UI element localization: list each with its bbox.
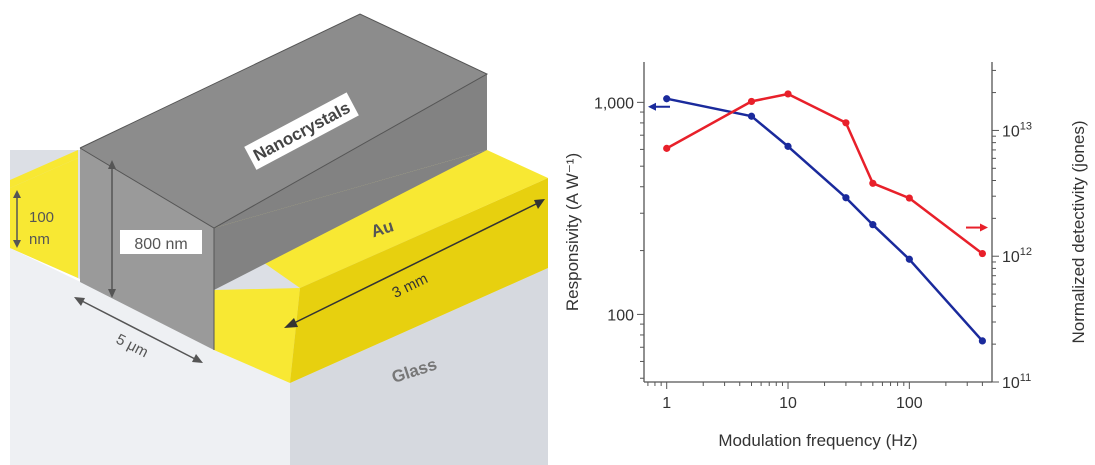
series-detectivity-point [842,119,849,126]
series-detectivity-point [979,250,986,257]
x-axis-label: Modulation frequency (Hz) [718,431,917,450]
y-left-tick-label: 100 [607,307,634,324]
height-label: 800 nm [134,236,187,253]
series-detectivity-point [748,98,755,105]
thickness-label-line2: nm [29,231,50,248]
responsivity-axis-arrowhead [648,103,656,111]
x-tick-label: 100 [896,395,923,412]
chart-axes: 1 10 100 100 1,000 1011 1012 1013 [594,62,1032,412]
series-responsivity-point [748,113,755,120]
y-right-tick-label: 1012 [1002,246,1032,266]
device-schematic: Nanocrystals Au Glass 100 nm 800 nm 3 mm… [10,14,548,465]
series-detectivity-point [663,145,670,152]
series-detectivity-point [906,194,913,201]
chart-labels: Modulation frequency (Hz) Responsivity (… [563,121,1088,450]
series-responsivity-point [784,143,791,150]
y-right-tick-label: 1013 [1002,120,1032,140]
chart: 1 10 100 100 1,000 1011 1012 1013 Modulation fr… [563,62,1088,450]
series-detectivity-point [784,90,791,97]
series-responsivity-point [979,337,986,344]
series-detectivity-line [667,94,983,254]
series-responsivity-point [663,95,670,102]
y-axis-right-label: Normalized detectivity (jones) [1069,121,1088,344]
thickness-label-line1: 100 [29,209,54,226]
series-responsivity-point [869,221,876,228]
series-responsivity-point [842,194,849,201]
detectivity-axis-arrowhead [980,224,988,232]
y-right-tick-label: 1011 [1002,372,1031,392]
x-tick-label: 1 [662,395,671,412]
series-detectivity-point [869,180,876,187]
chart-series [648,90,988,344]
x-tick-label: 10 [779,395,797,412]
y-left-tick-label: 1,000 [594,95,634,112]
y-axis-left-label: Responsivity (A W⁻¹) [563,153,582,311]
series-responsivity-line [667,99,983,341]
series-responsivity-point [906,256,913,263]
